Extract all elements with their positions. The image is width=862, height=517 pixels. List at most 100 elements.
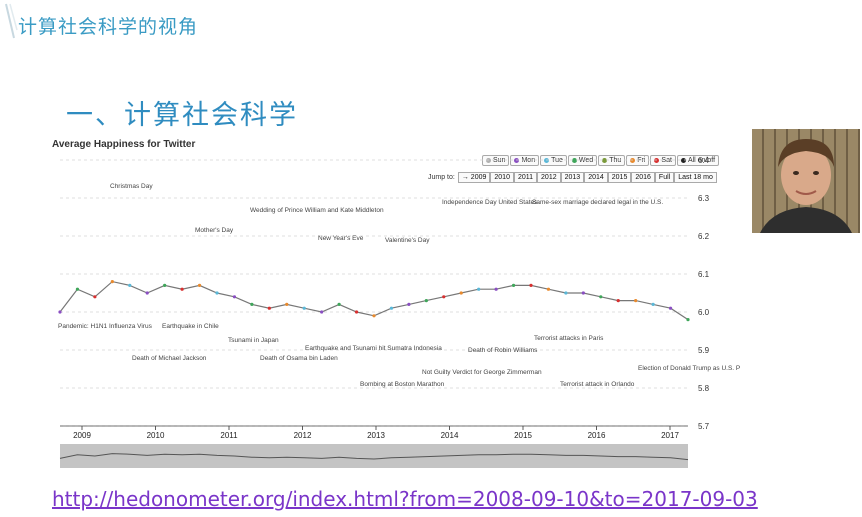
y-tick-label: 5.9	[698, 346, 710, 355]
day-button-label: Sat	[661, 157, 672, 164]
event-annotation: Valentine's Day	[385, 237, 430, 244]
series-point	[494, 287, 498, 291]
event-annotation: Not Guilty Verdict for George Zimmerman	[422, 369, 542, 376]
jump-button[interactable]: 2013	[560, 172, 585, 183]
series-point	[616, 299, 620, 303]
series-point	[285, 302, 289, 306]
series-point	[459, 291, 463, 295]
event-annotation: Wedding of Prince William and Kate Middl…	[250, 207, 384, 214]
day-color-dot-icon	[654, 158, 660, 163]
y-tick-label: 6.4	[698, 156, 710, 165]
jump-button[interactable]: 2010	[490, 172, 514, 183]
y-tick-label: 6.1	[698, 270, 710, 279]
x-tick-label: 2011	[220, 431, 238, 440]
x-tick-label: 2017	[661, 431, 679, 440]
day-button-allonoff[interactable]: All on/off	[676, 155, 720, 166]
event-annotation: Earthquake in Chile	[162, 323, 219, 330]
y-tick-label: 6.2	[698, 232, 710, 241]
day-button-tue[interactable]: Tue	[540, 155, 567, 166]
day-button-label: Thu	[609, 157, 622, 164]
series-point	[75, 287, 80, 291]
event-annotation: Death of Michael Jackson	[132, 355, 207, 362]
series-point	[564, 291, 568, 295]
event-annotation: Independence Day United States	[442, 199, 538, 206]
y-tick-label: 5.7	[698, 422, 710, 431]
y-tick-label: 6.0	[698, 308, 710, 317]
jump-button[interactable]: 2011	[513, 172, 538, 183]
day-color-dot-icon	[630, 158, 636, 163]
series-point	[337, 302, 341, 306]
day-button-label: Mon	[521, 157, 536, 164]
series-point	[197, 283, 202, 287]
series-point	[668, 306, 673, 310]
series-point	[599, 295, 603, 299]
day-button-label: All on/off	[687, 157, 716, 164]
jump-label: Jump to:	[428, 174, 455, 181]
series-point	[686, 318, 690, 322]
day-button-sat[interactable]: Sat	[650, 155, 676, 166]
day-button-thu[interactable]: Thu	[598, 155, 626, 166]
jump-button[interactable]: Last 18 mo	[674, 172, 717, 183]
series-point	[407, 302, 411, 306]
x-tick-label: 2013	[367, 431, 385, 440]
event-annotation: Earthquake and Tsunami hit Sumatra Indon…	[305, 345, 442, 352]
series-point	[250, 302, 254, 306]
day-filter-buttons: Sun Mon Tue Wed Thu Fri Sat All on/off	[482, 155, 720, 166]
y-tick-label: 6.3	[698, 194, 710, 203]
jump-button[interactable]: 2014	[584, 172, 608, 183]
jump-button[interactable]: 2012	[537, 172, 561, 183]
series-point	[93, 295, 97, 299]
event-annotation: Election of Donald Trump as U.S. Preside…	[638, 365, 740, 372]
series-point	[145, 291, 149, 295]
series-point	[232, 295, 237, 299]
day-color-dot-icon	[680, 158, 686, 163]
series-point	[354, 310, 359, 314]
day-button-mon[interactable]: Mon	[510, 155, 540, 166]
day-button-wed[interactable]: Wed	[567, 155, 598, 166]
series-point	[511, 283, 516, 287]
event-annotation: Same-sex marriage declared legal in the …	[532, 199, 663, 206]
series-point	[529, 283, 533, 287]
day-color-dot-icon	[544, 158, 550, 163]
day-button-label: Tue	[551, 157, 563, 164]
x-tick-label: 2016	[588, 431, 606, 440]
series-point	[215, 291, 219, 295]
jump-button[interactable]: Full	[654, 172, 675, 183]
x-tick-label: 2014	[441, 431, 459, 440]
series-point	[424, 299, 428, 303]
jump-button[interactable]: 2015	[607, 172, 632, 183]
series-point	[581, 291, 585, 295]
jump-button[interactable]: → 2009	[457, 172, 491, 183]
day-button-label: Fri	[637, 157, 646, 164]
event-annotation: New Year's Eve	[318, 235, 364, 242]
series-point	[477, 287, 481, 291]
x-tick-label: 2012	[294, 431, 312, 440]
overview-strip	[60, 444, 688, 468]
day-color-dot-icon	[571, 158, 577, 163]
researcher-portrait	[752, 129, 860, 233]
chart-title: Average Happiness for Twitter	[52, 139, 196, 150]
day-color-dot-icon	[602, 158, 608, 163]
jump-to-bar: Jump to: → 2009 2010 2011 2012 2013 2014 2015 2…	[428, 172, 717, 183]
series-point	[163, 283, 167, 287]
y-tick-label: 5.8	[698, 384, 710, 393]
series-point	[302, 306, 306, 310]
x-tick-label: 2015	[514, 431, 532, 440]
slide-title: 一、计算社会科学	[66, 100, 298, 131]
series-point	[128, 283, 132, 287]
series-point	[372, 314, 376, 318]
series-point	[442, 295, 446, 299]
day-button-label: Sun	[493, 157, 506, 164]
series-point	[389, 306, 394, 310]
series-point	[267, 306, 271, 310]
series-point	[58, 310, 62, 314]
day-color-dot-icon	[514, 158, 520, 163]
jump-button[interactable]: 2016	[631, 172, 655, 183]
hedonometer-link[interactable]: http://hedonometer.org/index.html?from=2…	[52, 487, 758, 511]
event-annotation: Terrorist attack in Orlando	[560, 381, 635, 388]
day-button-fri[interactable]: Fri	[626, 155, 650, 166]
header-title: 计算社会科学的视角	[18, 16, 199, 38]
event-annotation: Terrorist attacks in Paris	[534, 335, 604, 342]
day-button-sun[interactable]: Sun	[482, 155, 510, 166]
event-annotation: Christmas Day	[110, 183, 153, 190]
